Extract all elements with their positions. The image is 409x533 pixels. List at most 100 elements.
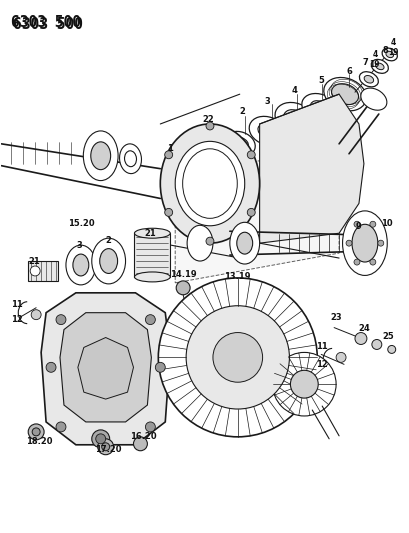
Circle shape [387,345,395,353]
Circle shape [158,278,317,437]
Ellipse shape [249,116,285,146]
Circle shape [353,221,359,227]
Text: 24: 24 [357,324,369,333]
Circle shape [155,362,165,372]
Text: 4: 4 [371,50,377,59]
Text: 7: 7 [361,58,367,67]
Ellipse shape [323,77,365,111]
Circle shape [247,151,255,159]
Ellipse shape [160,124,259,243]
Ellipse shape [283,110,304,126]
Ellipse shape [134,272,170,282]
Text: 23: 23 [330,313,341,322]
Circle shape [176,281,190,295]
Text: 18.20: 18.20 [26,437,52,446]
Text: 3: 3 [264,96,270,106]
Text: 11: 11 [316,342,327,351]
Ellipse shape [182,149,237,219]
Bar [28,261,58,281]
Text: 19: 19 [387,48,398,57]
Polygon shape [60,313,151,422]
Polygon shape [175,144,338,283]
Ellipse shape [236,232,252,254]
Ellipse shape [360,88,386,110]
Circle shape [145,422,155,432]
Text: 13.19: 13.19 [223,272,249,281]
Circle shape [28,424,44,440]
Circle shape [164,151,172,159]
Circle shape [335,352,345,362]
Ellipse shape [73,254,89,276]
Ellipse shape [301,93,336,120]
Ellipse shape [375,63,383,70]
Ellipse shape [124,151,136,167]
Circle shape [32,428,40,436]
Circle shape [30,266,40,276]
Text: 2: 2 [239,107,245,116]
Circle shape [101,443,109,451]
Circle shape [369,259,375,265]
Text: 22: 22 [202,115,213,124]
Ellipse shape [359,72,378,87]
Text: 2: 2 [106,236,111,245]
Ellipse shape [199,150,220,167]
Polygon shape [41,293,170,445]
Text: 1: 1 [167,144,173,154]
Ellipse shape [385,51,393,58]
Text: 21: 21 [28,256,40,265]
Circle shape [369,221,375,227]
Circle shape [46,362,56,372]
Text: 21: 21 [144,229,156,238]
Text: 4: 4 [390,38,396,47]
Circle shape [205,237,213,245]
Circle shape [247,208,255,216]
Text: 19: 19 [369,60,379,69]
Ellipse shape [90,142,110,169]
Ellipse shape [274,102,313,134]
Ellipse shape [119,144,141,174]
Text: 6303 500: 6303 500 [13,17,83,31]
Circle shape [205,122,213,130]
Ellipse shape [191,144,228,173]
Circle shape [371,340,381,350]
Polygon shape [259,94,363,243]
Ellipse shape [257,124,276,138]
Circle shape [145,314,155,325]
Bar [134,233,170,277]
Circle shape [377,240,383,246]
Text: 15.20: 15.20 [67,219,94,228]
Text: 8: 8 [382,46,388,55]
Ellipse shape [190,160,229,207]
Ellipse shape [351,224,377,262]
Ellipse shape [99,248,117,273]
Circle shape [96,434,106,444]
Text: 10: 10 [380,219,391,228]
Text: 12: 12 [316,360,327,369]
Ellipse shape [187,225,212,261]
Circle shape [186,306,289,409]
Ellipse shape [175,141,244,226]
Ellipse shape [66,245,96,285]
Ellipse shape [363,76,373,83]
Ellipse shape [331,84,358,104]
Ellipse shape [342,211,387,276]
Ellipse shape [224,132,255,156]
Circle shape [353,259,359,265]
Text: 11: 11 [11,300,23,309]
Text: 12: 12 [11,315,23,324]
Circle shape [212,333,262,382]
Polygon shape [78,337,133,399]
Text: 14.19: 14.19 [169,270,196,279]
Circle shape [92,430,109,448]
Text: 3: 3 [76,240,81,249]
Circle shape [31,310,41,320]
Ellipse shape [134,228,170,238]
Ellipse shape [310,101,327,114]
Text: 6: 6 [345,67,351,76]
Circle shape [133,437,147,451]
Text: 16.20: 16.20 [130,432,156,441]
Circle shape [97,439,113,455]
Circle shape [354,333,366,344]
Text: 4: 4 [291,86,297,95]
Text: 25: 25 [382,332,393,341]
